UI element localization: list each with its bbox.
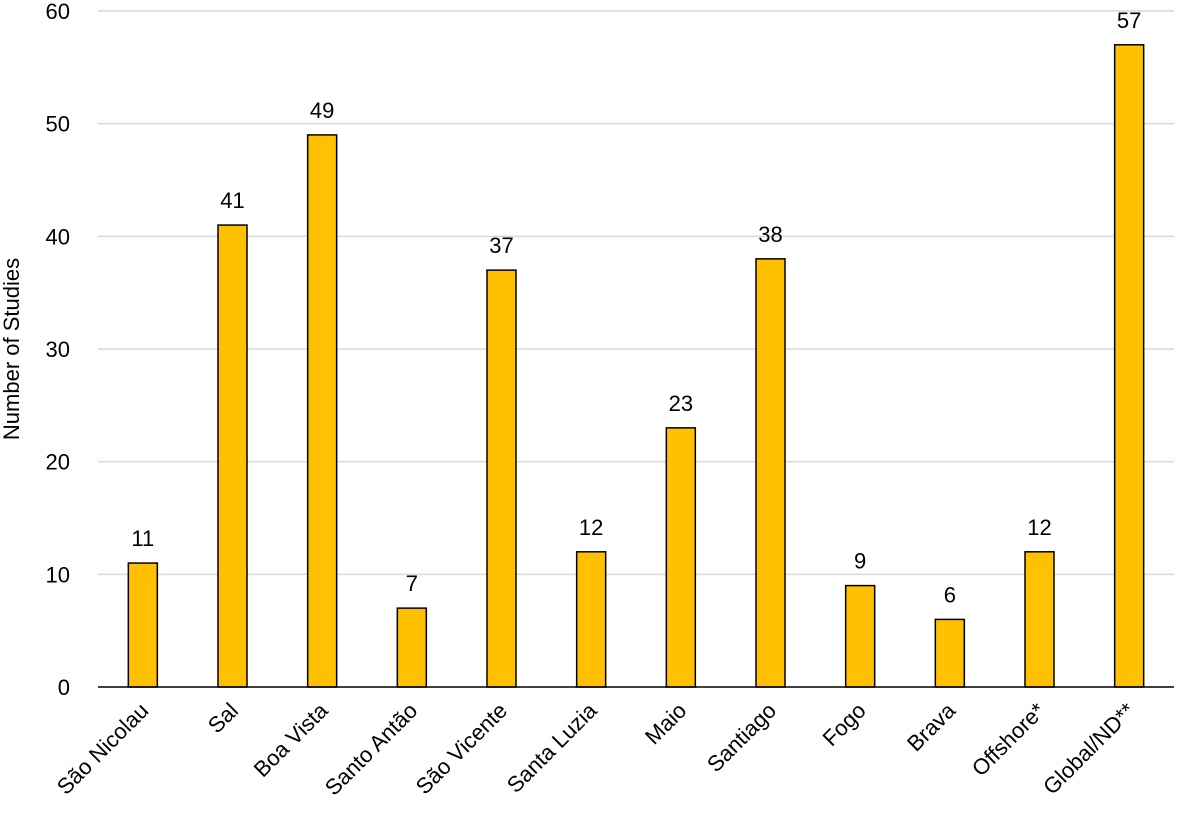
bar	[1024, 551, 1055, 688]
y-tick-label: 30	[46, 337, 70, 362]
category-label: Santa Luzia	[502, 697, 602, 797]
y-tick-label: 10	[46, 562, 70, 587]
gridlines	[98, 10, 1174, 576]
data-label: 37	[489, 233, 513, 258]
y-tick-label: 40	[46, 224, 70, 249]
y-tick-label: 50	[46, 112, 70, 137]
data-label: 41	[220, 188, 244, 213]
bar	[575, 551, 607, 688]
data-label: 6	[944, 582, 956, 607]
bar	[844, 584, 876, 688]
bar	[306, 134, 338, 688]
category-label: Fogo	[818, 698, 871, 751]
bar	[755, 258, 786, 688]
y-tick-labels: 0 10 20 30 40 50 60	[46, 0, 70, 700]
category-label: São Vicente	[411, 698, 512, 799]
category-label: São Nicolau	[52, 698, 154, 800]
category-label: Santo Antão	[320, 698, 422, 800]
category-label: Offshore*	[967, 698, 1050, 781]
bar	[934, 618, 966, 688]
bars	[127, 44, 1145, 688]
bar	[127, 562, 159, 688]
data-label: 11	[131, 526, 154, 551]
data-label: 12	[579, 515, 603, 540]
y-tick-label: 60	[46, 0, 70, 24]
data-label: 38	[758, 222, 782, 247]
data-label: 9	[854, 549, 866, 574]
category-label: Boa Vista	[249, 697, 334, 782]
category-label: Brava	[902, 697, 961, 756]
data-label: 23	[669, 391, 693, 416]
bar	[396, 607, 428, 688]
bar	[1113, 44, 1145, 688]
y-axis-title: Number of Studies	[0, 258, 24, 440]
category-label: Maio	[640, 698, 691, 749]
bar	[217, 224, 248, 688]
bar	[486, 269, 517, 688]
category-label: Global/ND**	[1038, 698, 1140, 800]
bar	[665, 427, 697, 688]
y-tick-label: 20	[46, 450, 70, 475]
data-label: 7	[406, 571, 418, 596]
data-label: 57	[1117, 8, 1141, 33]
data-label: 12	[1027, 515, 1051, 540]
y-tick-label: 0	[58, 675, 70, 700]
category-label: Santiago	[702, 698, 781, 777]
data-label: 49	[310, 98, 334, 123]
category-label: Sal	[203, 698, 243, 738]
data-labels: 11 41 49 7 37 12 23 38 9 6 12 57	[131, 8, 1141, 608]
